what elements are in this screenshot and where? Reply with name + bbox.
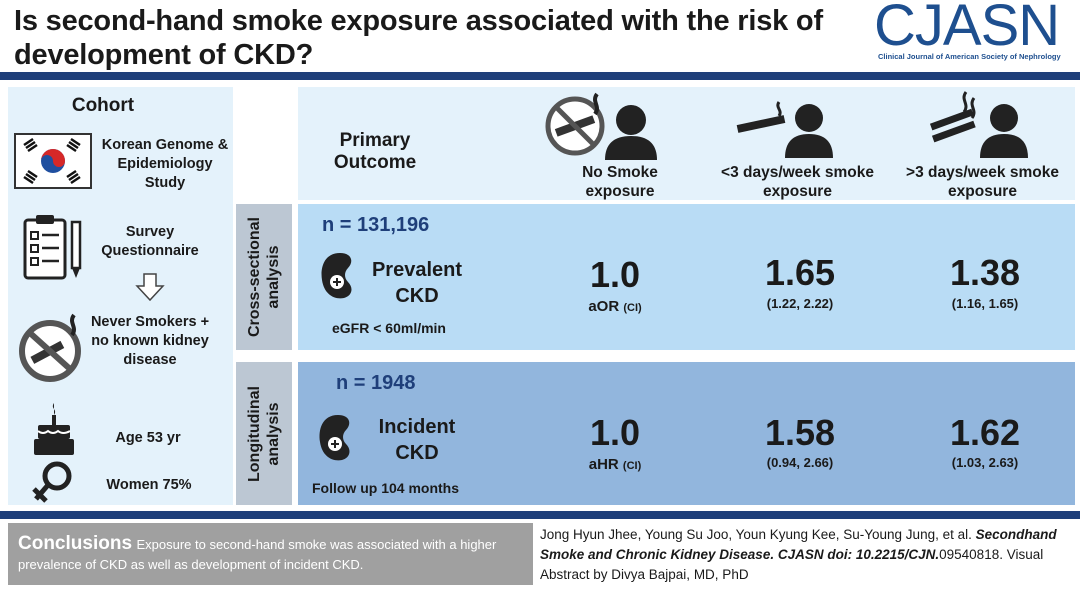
light-smoke-person-icon bbox=[735, 92, 845, 158]
no-smoking-icon bbox=[16, 309, 90, 383]
citation-doi-tail: 09540818. Visual Abstract by Divya Bajpa… bbox=[540, 547, 1044, 582]
long-ci-lt3: (0.94, 2.66) bbox=[766, 455, 834, 470]
primary-outcome-header: Primary Outcome bbox=[333, 130, 417, 173]
header-row bbox=[298, 87, 1075, 200]
kidney-icon bbox=[318, 250, 362, 302]
korea-flag-icon bbox=[14, 133, 92, 189]
cjasn-logo: CJASN Clinical Journal of American Socie… bbox=[874, 0, 1074, 70]
longitudinal-row bbox=[298, 362, 1075, 505]
followup-label: Follow up 104 months bbox=[312, 480, 460, 496]
cross-sectional-row bbox=[298, 204, 1075, 350]
long-stat-label: aHR (CI) bbox=[555, 456, 675, 473]
kidney-icon bbox=[316, 412, 360, 464]
cohort-title: Cohort bbox=[71, 95, 135, 116]
longitudinal-n: n = 1948 bbox=[336, 372, 416, 394]
tab-longitudinal: Longitudinal analysis bbox=[236, 362, 292, 505]
long-stat-ci: (CI) bbox=[622, 460, 642, 472]
conclusions-body: Exposure to second-hand smoke was associ… bbox=[18, 537, 497, 572]
study-name: Korean Genome & Epidemiology Study bbox=[101, 137, 229, 191]
col-gt3-days: >3 days/week smoke exposure bbox=[906, 164, 1059, 200]
egfr-definition: eGFR < 60ml/min bbox=[332, 320, 446, 336]
col-no-smoke: No Smoke exposure bbox=[582, 164, 658, 200]
long-ci-gt3: (1.03, 2.63) bbox=[951, 455, 1019, 470]
prevalent-ckd-label: Prevalent CKD bbox=[371, 259, 463, 307]
tab-cross-sectional-label: Cross-sectional analysis bbox=[246, 216, 282, 338]
conclusions-box: Conclusions Exposure to second-hand smok… bbox=[8, 523, 533, 585]
age-label: Age 53 yr bbox=[115, 430, 181, 446]
cross-ci-gt3: (1.16, 1.65) bbox=[951, 296, 1019, 311]
citation: Jong Hyun Jhee, Young Su Joo, Youn Kyung… bbox=[540, 525, 1075, 585]
cross-sectional-n: n = 131,196 bbox=[322, 214, 430, 236]
citation-title: Secondhand Smoke and Chronic Kidney Dise… bbox=[540, 527, 1057, 562]
incident-ckd-label: Incident CKD bbox=[378, 416, 456, 464]
cross-stat-name: aOR bbox=[588, 298, 620, 315]
cross-value-lt3: 1.65 bbox=[764, 252, 836, 293]
col-lt3-days: <3 days/week smoke exposure bbox=[721, 164, 874, 200]
down-arrow-icon bbox=[135, 272, 165, 302]
cross-ref-value: 1.0 bbox=[589, 254, 641, 295]
female-symbol-icon bbox=[30, 459, 76, 505]
long-value-gt3: 1.62 bbox=[949, 412, 1021, 453]
cross-stat-ci: (CI) bbox=[623, 302, 642, 314]
cross-ci-lt3: (1.22, 2.22) bbox=[766, 296, 834, 311]
conclusions-heading: Conclusions bbox=[18, 533, 133, 554]
logo-subtitle: Clinical Journal of American Society of … bbox=[878, 52, 1061, 61]
bottom-divider bbox=[0, 511, 1080, 519]
heavy-smoke-person-icon bbox=[928, 90, 1038, 158]
cross-stat-label: aOR (CI) bbox=[555, 298, 675, 315]
logo-wordmark: CJASN bbox=[874, 0, 1060, 58]
cake-icon bbox=[32, 401, 76, 457]
citation-authors: Jong Hyun Jhee, Young Su Joo, Youn Kyung… bbox=[540, 527, 972, 542]
page-title: Is second-hand smoke exposure associated… bbox=[14, 5, 823, 71]
cross-value-gt3: 1.38 bbox=[949, 252, 1021, 293]
cohort-panel: Cohort Korean Genome & Epidemiology Stud… bbox=[8, 87, 233, 505]
clipboard-icon bbox=[22, 212, 88, 282]
long-stat-name: aHR bbox=[588, 456, 619, 473]
top-divider bbox=[0, 72, 1080, 80]
women-label: Women 75% bbox=[106, 477, 192, 493]
long-value-lt3: 1.58 bbox=[764, 412, 836, 453]
long-ref-value: 1.0 bbox=[589, 412, 641, 453]
tab-longitudinal-label: Longitudinal analysis bbox=[246, 385, 282, 482]
no-smoke-person-icon bbox=[545, 90, 665, 160]
inclusion-criteria: Never Smokers + no known kidney disease bbox=[90, 314, 210, 368]
survey-label: Survey Questionnaire bbox=[101, 224, 199, 259]
tab-cross-sectional: Cross-sectional analysis bbox=[236, 204, 292, 350]
